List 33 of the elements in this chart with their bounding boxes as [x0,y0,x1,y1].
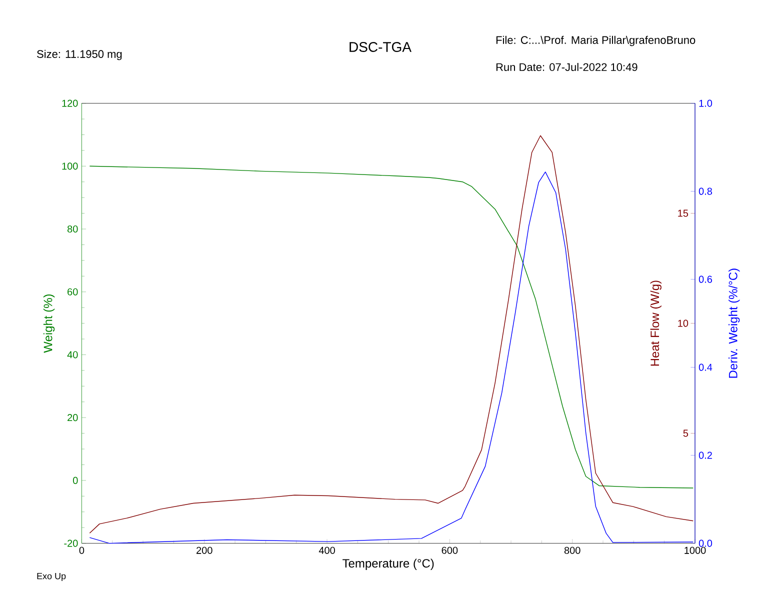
y-axis-title: Weight (%) [43,294,55,353]
text: Run Date: 07-Jul-2022 10:49 [496,62,638,72]
x-tick-label: 600 [442,546,458,554]
x-tick-label: 200 [196,546,212,554]
y2-tick-label: 10 [678,320,688,327]
y3-tick-label: 1.0 [699,100,712,107]
y3-tick-label: 0.8 [698,188,712,195]
x-tick-label: 1000 [684,546,706,554]
y-tick-label: 100 [62,162,78,170]
y-tick-label: -20 [64,540,78,547]
y3-tick-label: 0.6 [698,276,712,283]
y-tick-label: 0 [73,476,78,484]
y-tick-label: 80 [67,225,78,233]
y3-tick-label: 0.2 [698,452,712,459]
text: File: C:...\Prof. Maria Pillar\grafenoBruno [496,36,696,46]
y2-axis-title: Heat Flow (W/g) [650,280,662,366]
text: Size: 11.1950 mg [37,50,122,60]
y3-axis-title: Deriv. Weight (%/°C) [728,268,740,378]
y3-tick-label: 0.0 [698,540,712,547]
x-tick-label: 0 [79,546,84,554]
y-tick-label: 60 [68,288,78,296]
y2-tick-label: 15 [678,210,688,217]
text: Exo Up [37,572,66,582]
y-tick-label: 20 [68,414,78,422]
line-series [89,166,694,488]
y3-tick-label: 0.4 [698,364,712,371]
x-tick-label: 400 [318,546,335,554]
chart-title: DSC-TGA [350,42,412,52]
x-tick-label: 800 [564,546,580,554]
x-axis-title: Temperature (°C) [342,558,434,570]
y-tick-label: 40 [67,351,78,358]
y-tick-label: 120 [62,100,78,107]
y2-tick-label: 5 [683,430,688,437]
